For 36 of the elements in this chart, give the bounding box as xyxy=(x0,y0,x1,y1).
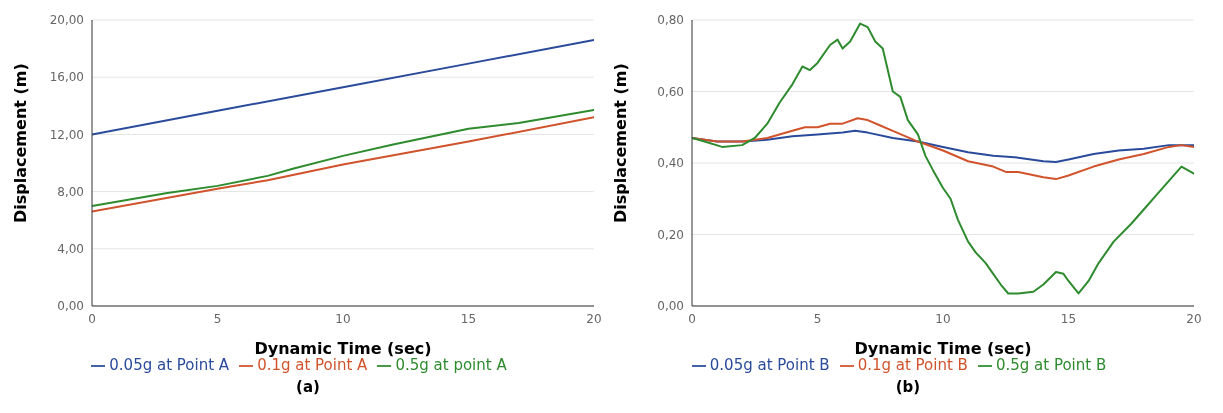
y-tick-label: 0,80 xyxy=(657,13,684,28)
y-tick-label: 16,00 xyxy=(49,70,84,85)
x-tick-label: 0 xyxy=(88,311,96,326)
x-tick-label: 5 xyxy=(213,311,222,326)
y-axis-title: Displacement (m) xyxy=(610,63,630,223)
y-tick-label: 4,00 xyxy=(57,242,84,257)
text: (a) xyxy=(295,378,321,396)
y-tick-label: 12,00 xyxy=(49,127,84,142)
legend-label: 0.5g at point A xyxy=(395,356,507,374)
line-series xyxy=(92,39,594,136)
legend-label: 0.5g at Point B xyxy=(995,356,1107,374)
y-tick-label: 0,40 xyxy=(657,156,684,171)
x-tick-label: 15 xyxy=(460,311,477,326)
y-tick-label: 0,00 xyxy=(57,299,84,314)
x-tick-label: 20 xyxy=(1186,311,1202,326)
x-axis-title: Dynamic Time (sec) xyxy=(254,339,432,358)
x-tick-label: 0 xyxy=(688,311,696,326)
legend-label: 0.05g at Point B xyxy=(709,356,830,374)
x-tick-label: 5 xyxy=(813,311,822,326)
y-tick-label: 8,00 xyxy=(57,184,84,199)
y-axis-title: Displacement (m) xyxy=(10,63,30,223)
x-tick-label: 20 xyxy=(586,311,602,326)
line-series xyxy=(692,117,1194,181)
x-tick-label: 15 xyxy=(1060,311,1077,326)
y-tick-label: 20,00 xyxy=(49,13,84,28)
x-axis-title: Dynamic Time (sec) xyxy=(854,339,1032,358)
x-tick-label: 10 xyxy=(935,311,951,326)
legend-label: 0.1g at Point B xyxy=(857,356,968,374)
line-series xyxy=(692,22,1194,295)
legend-label: 0.05g at Point A xyxy=(109,356,230,374)
y-tick-label: 0,20 xyxy=(657,227,684,242)
x-tick-label: 10 xyxy=(335,311,351,326)
legend-label: 0.1g at Point A xyxy=(257,356,368,374)
y-tick-label: 0,60 xyxy=(657,84,684,99)
text: (b) xyxy=(894,378,922,396)
y-tick-label: 0,00 xyxy=(657,299,684,314)
